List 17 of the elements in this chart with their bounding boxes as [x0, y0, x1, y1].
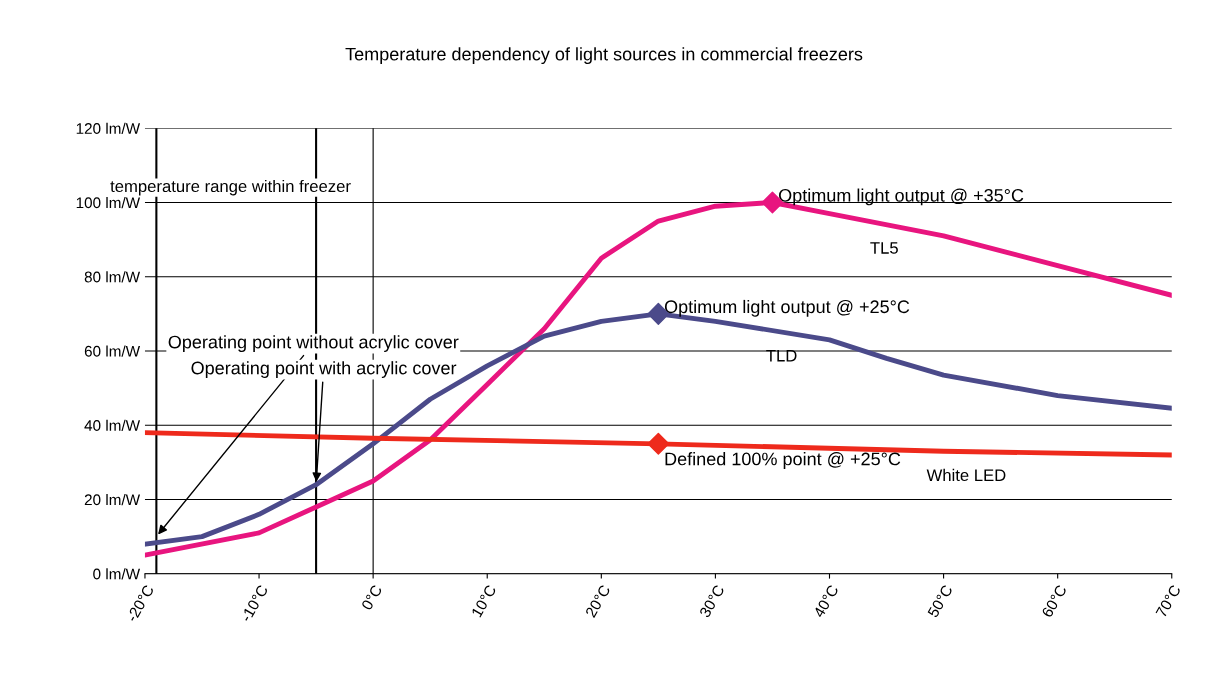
annotation: temperature range within freezer	[110, 179, 351, 196]
y-tick-label: 60 lm/W	[84, 345, 141, 357]
y-tick-label: 100 lm/W	[76, 196, 141, 209]
y-tick-label: 80 lm/W	[84, 271, 141, 283]
y-tick-label: 20 lm/W	[84, 493, 141, 506]
y-tick-label: 120 lm/W	[76, 122, 141, 134]
y-tick-label: 40 lm/W	[84, 419, 141, 431]
series-label: TLD	[766, 349, 797, 362]
chart-title: Temperature dependency of light sources in commercial freezers	[345, 47, 863, 65]
annotation: Operating point with acrylic cover	[191, 361, 457, 378]
series-label: White LED	[926, 468, 1006, 482]
x-tick-label: 0°C	[360, 584, 383, 611]
series-label: TL5	[870, 242, 898, 254]
annotation: Operating point without acrylic cover	[168, 335, 459, 352]
annotation: Defined 100% point @ +25°C	[665, 452, 901, 469]
annotation: Optimum light output @ +25°C	[664, 299, 910, 317]
y-tick-label: 0 lm/W	[93, 568, 141, 580]
